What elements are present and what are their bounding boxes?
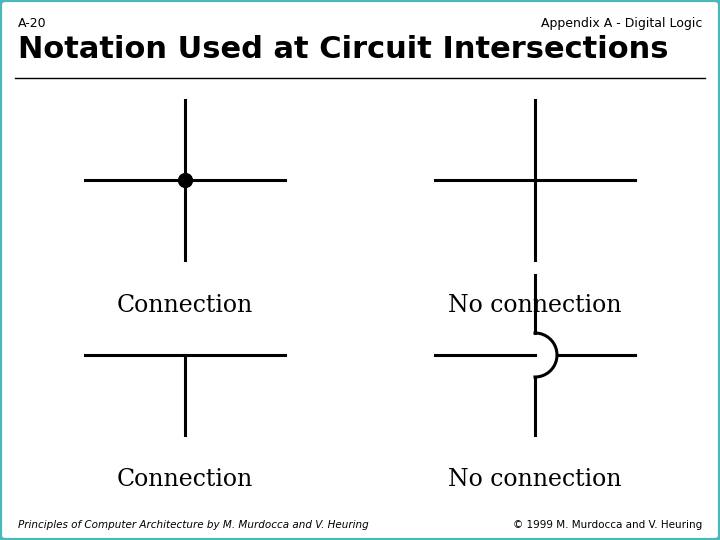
Text: Notation Used at Circuit Intersections: Notation Used at Circuit Intersections: [18, 35, 668, 64]
Text: A-20: A-20: [18, 17, 47, 30]
Text: Connection: Connection: [117, 469, 253, 491]
Text: No connection: No connection: [449, 469, 622, 491]
Text: Principles of Computer Architecture by M. Murdocca and V. Heuring: Principles of Computer Architecture by M…: [18, 520, 369, 530]
Text: © 1999 M. Murdocca and V. Heuring: © 1999 M. Murdocca and V. Heuring: [513, 520, 702, 530]
Text: Connection: Connection: [117, 294, 253, 316]
Text: Appendix A - Digital Logic: Appendix A - Digital Logic: [541, 17, 702, 30]
Text: No connection: No connection: [449, 294, 622, 316]
